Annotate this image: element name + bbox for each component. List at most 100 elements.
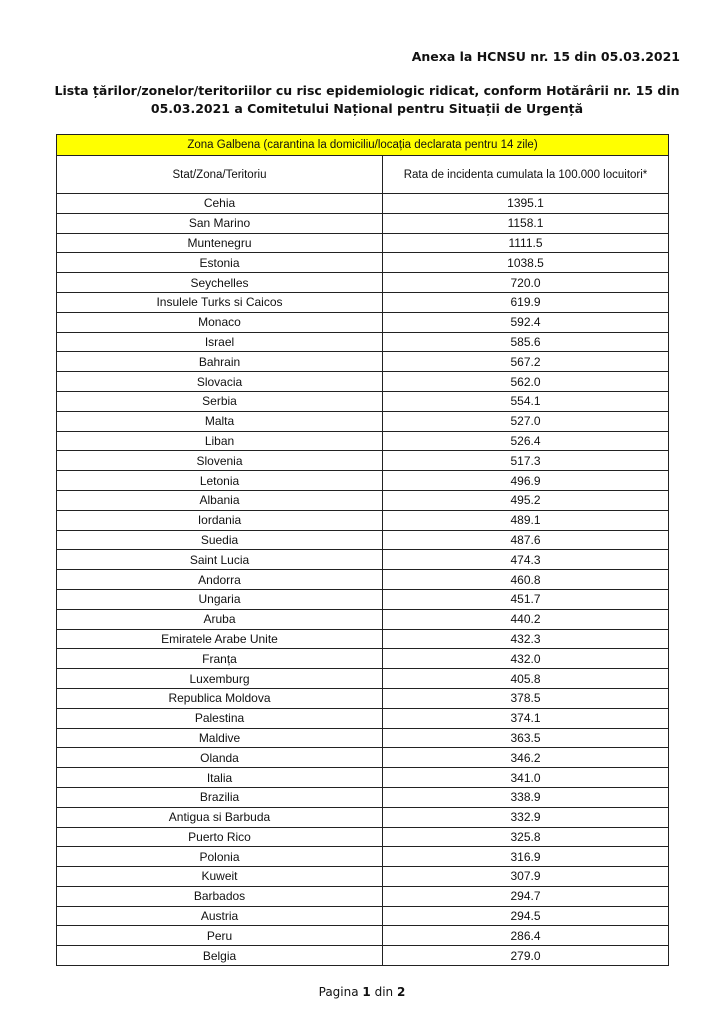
table-row: Republica Moldova 378.5 [56,687,669,709]
country-cell: Kuweit [56,866,383,887]
incidence-cell: 554.1 [382,390,669,412]
table-row: Seychelles 720.0 [56,272,669,293]
country-cell: Brazilia [56,786,383,808]
title-line-2: 05.03.2021 a Comitetului Național pentru… [150,101,584,116]
country-cell: Saint Lucia [56,549,383,571]
country-cell: Puerto Rico [56,826,383,848]
country-cell: Suedia [56,529,383,551]
footer-total: 2 [397,985,406,999]
document-title: Lista țărilor/zonelor/teritoriilor cu ri… [40,82,694,118]
incidence-cell: 338.9 [382,786,669,808]
country-cell: Muntenegru [56,232,383,254]
table-row: Liban 526.4 [56,430,669,452]
country-cell: Cehia [56,193,383,214]
country-cell: Malta [56,410,383,432]
table-row: Insulele Turks si Caicos 619.9 [56,291,669,313]
table-row: Aruba 440.2 [56,608,669,630]
incidence-cell: 325.8 [382,826,669,848]
country-cell: Italia [56,767,383,788]
table-row: Italia 341.0 [56,767,669,788]
table-row: Saint Lucia 474.3 [56,549,669,571]
table-row: Letonia 496.9 [56,470,669,491]
table-row: Austria 294.5 [56,905,669,927]
incidence-cell: 451.7 [382,588,669,610]
table-row: Serbia 554.1 [56,390,669,412]
incidence-cell: 286.4 [382,925,669,947]
incidence-cell: 720.0 [382,272,669,293]
country-cell: Seychelles [56,272,383,293]
country-cell: Luxemburg [56,668,383,689]
table-row: Kuweit 307.9 [56,866,669,887]
table-row: Palestina 374.1 [56,707,669,729]
country-cell: Antigua si Barbuda [56,806,383,828]
incidence-cell: 562.0 [382,371,669,392]
incidence-cell: 460.8 [382,569,669,590]
incidence-cell: 567.2 [382,351,669,373]
incidence-cell: 619.9 [382,291,669,313]
table-row: Peru 286.4 [56,925,669,947]
footer-prefix: Pagina [318,985,359,999]
incidence-cell: 474.3 [382,549,669,571]
table-row: Estonia 1038.5 [56,252,669,274]
incidence-cell: 279.0 [382,945,669,967]
incidence-cell: 495.2 [382,489,669,511]
country-cell: Andorra [56,569,383,590]
country-cell: Austria [56,905,383,927]
zone-label: Zona Galbena (carantina la domiciliu/loc… [56,134,669,156]
country-cell: Emiratele Arabe Unite [56,628,383,650]
country-cell: Liban [56,430,383,452]
incidence-cell: 1395.1 [382,193,669,214]
zone-header-row: Zona Galbena (carantina la domiciliu/loc… [56,134,669,156]
table-row: Maldive 363.5 [56,727,669,749]
country-cell: Slovenia [56,450,383,472]
column-header-country: Stat/Zona/Teritoriu [56,155,383,194]
column-header-row: Stat/Zona/Teritoriu Rata de incidenta cu… [56,155,669,194]
incidence-cell: 341.0 [382,767,669,788]
table-row: Franța 432.0 [56,648,669,670]
table-row: Brazilia 338.9 [56,786,669,808]
country-cell: Palestina [56,707,383,729]
country-cell: Peru [56,925,383,947]
table-row: Barbados 294.7 [56,885,669,907]
country-cell: San Marino [56,212,383,234]
table-row: Muntenegru 1111.5 [56,232,669,254]
incidence-cell: 346.2 [382,747,669,769]
table-row: Bahrain 567.2 [56,351,669,373]
footer-middle: din [374,985,394,999]
country-cell: Monaco [56,311,383,333]
incidence-cell: 1038.5 [382,252,669,274]
table-row: Slovacia 562.0 [56,371,669,392]
incidence-cell: 526.4 [382,430,669,452]
incidence-cell: 1158.1 [382,212,669,234]
country-cell: Republica Moldova [56,687,383,709]
table-row: Monaco 592.4 [56,311,669,333]
country-cell: Israel [56,331,383,353]
incidence-cell: 489.1 [382,509,669,531]
incidence-cell: 585.6 [382,331,669,353]
country-cell: Olanda [56,747,383,769]
footer-page: 1 [362,985,371,999]
table-row: Andorra 460.8 [56,569,669,590]
annex-reference: Anexa la HCNSU nr. 15 din 05.03.2021 [411,49,680,64]
table-row: Slovenia 517.3 [56,450,669,472]
country-cell: Letonia [56,470,383,491]
incidence-cell: 294.5 [382,905,669,927]
incidence-cell: 363.5 [382,727,669,749]
incidence-cell: 332.9 [382,806,669,828]
incidence-cell: 432.3 [382,628,669,650]
country-cell: Serbia [56,390,383,412]
country-cell: Bahrain [56,351,383,373]
table-row: Antigua si Barbuda 332.9 [56,806,669,828]
table-row: Emiratele Arabe Unite 432.3 [56,628,669,650]
table-row: Ungaria 451.7 [56,588,669,610]
incidence-cell: 496.9 [382,470,669,491]
country-cell: Barbados [56,885,383,907]
country-cell: Franța [56,648,383,670]
page-footer: Pagina 1 din 2 [0,985,724,999]
incidence-cell: 378.5 [382,687,669,709]
country-cell: Belgia [56,945,383,967]
incidence-cell: 374.1 [382,707,669,729]
incidence-cell: 307.9 [382,866,669,887]
country-cell: Insulele Turks si Caicos [56,291,383,313]
incidence-cell: 487.6 [382,529,669,551]
